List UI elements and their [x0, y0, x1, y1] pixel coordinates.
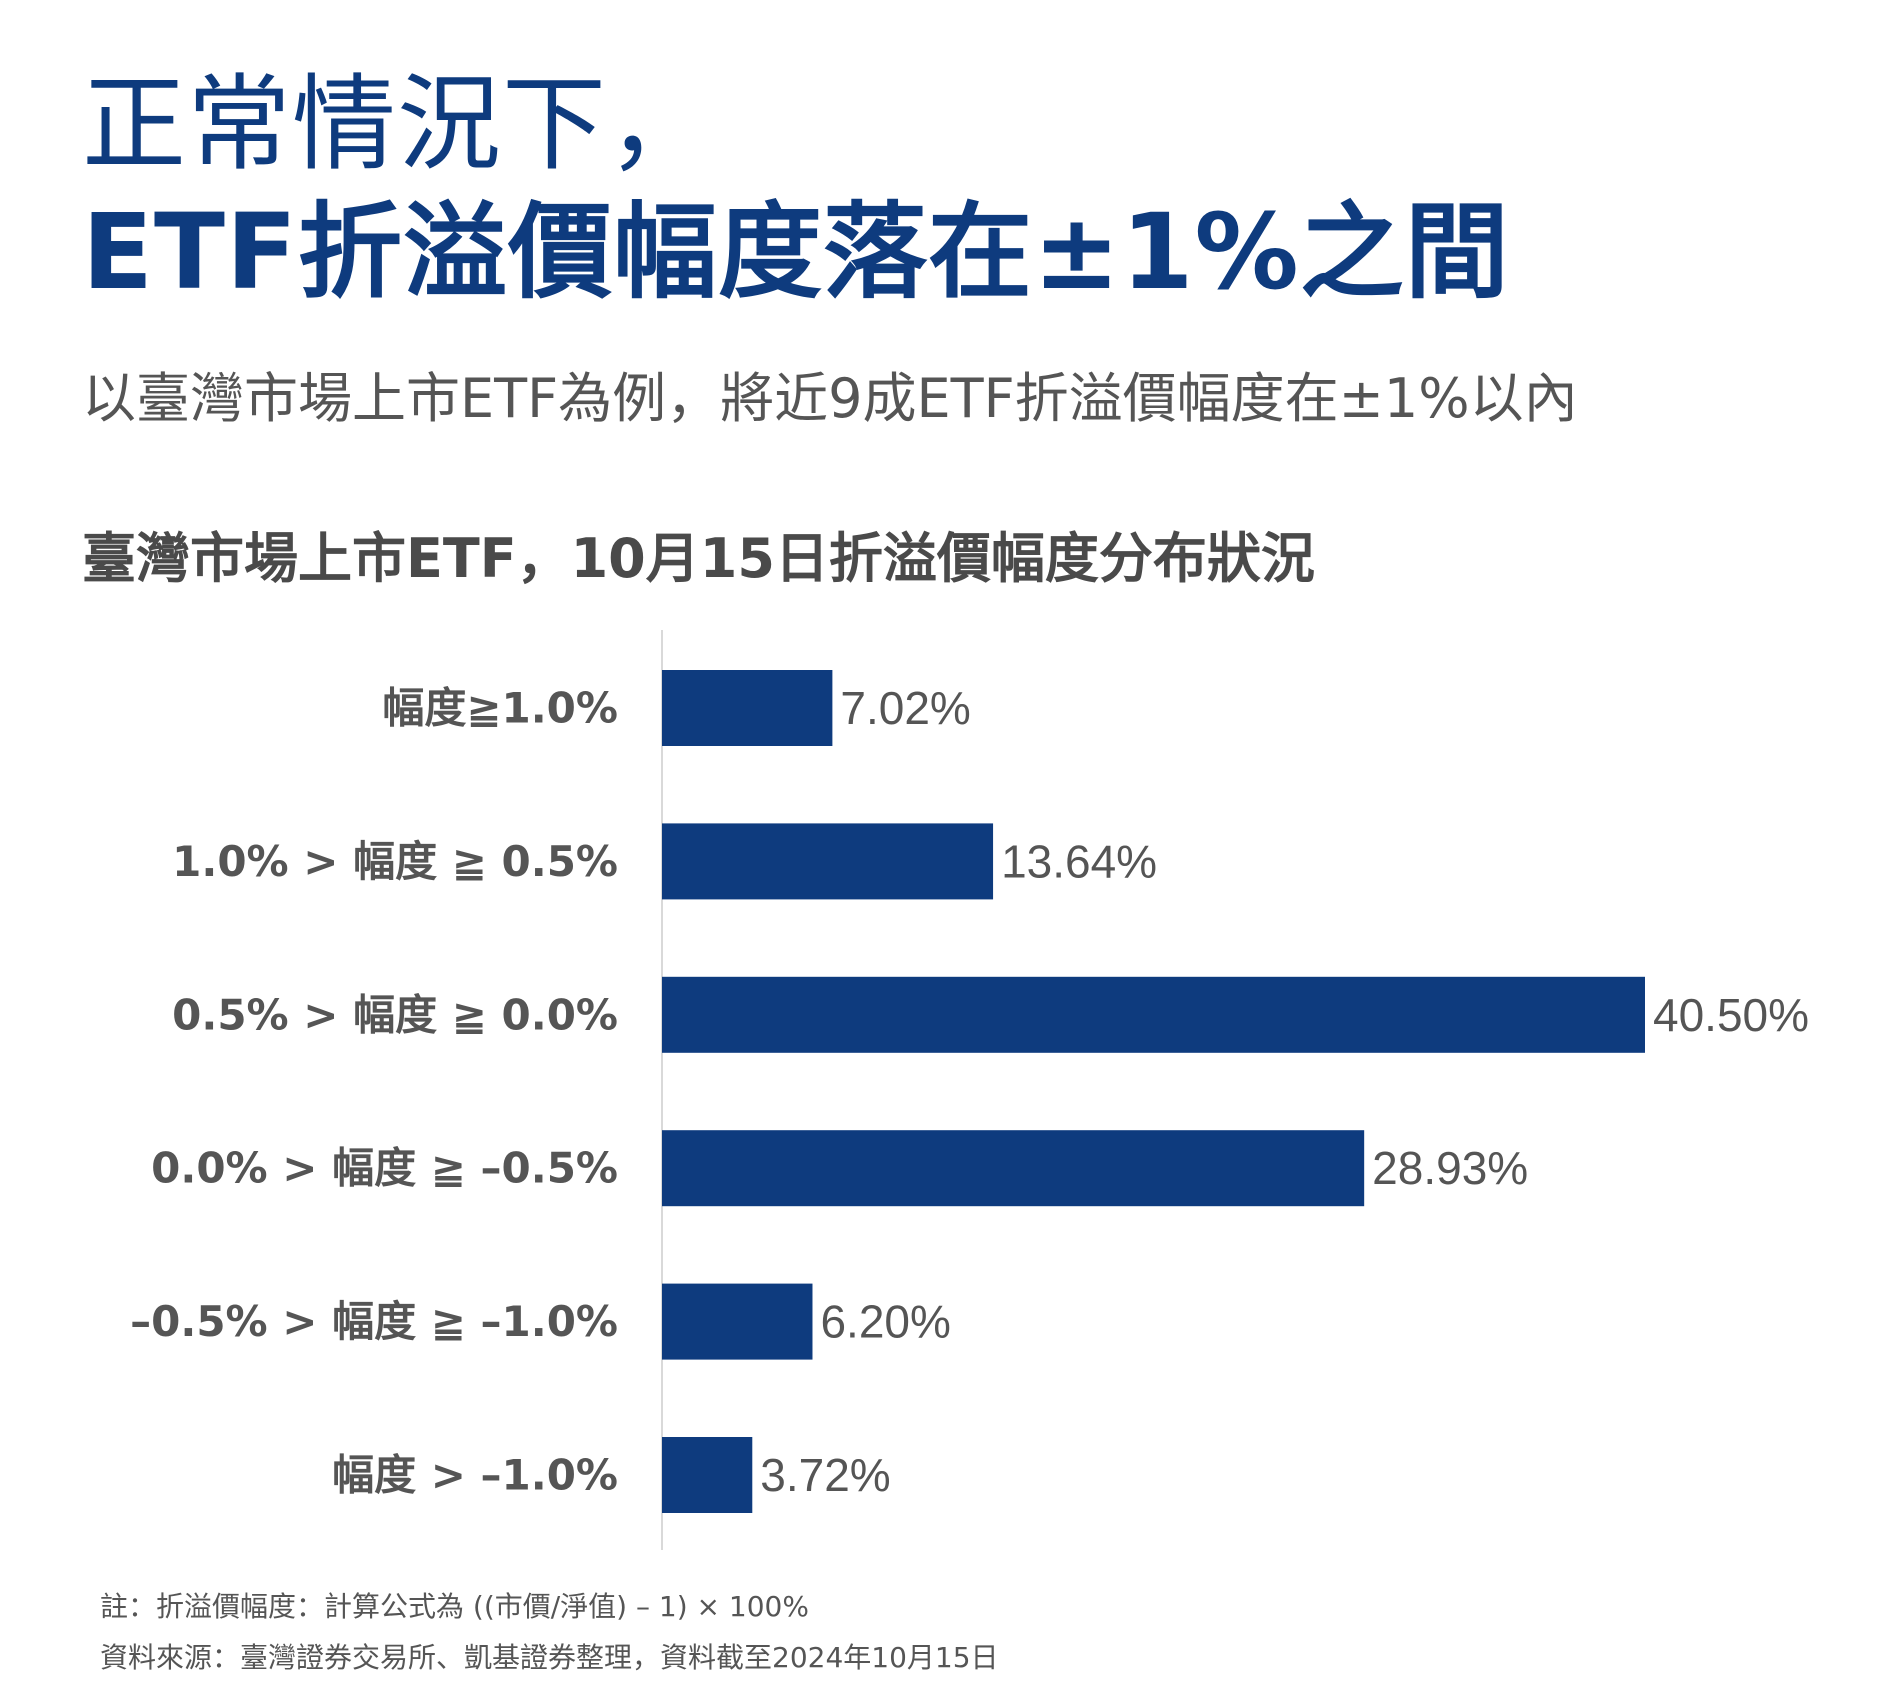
category-label: 幅度≧1.0% — [382, 684, 618, 733]
category-label: 0.0% > 幅度 ≧ –0.5% — [151, 1144, 618, 1193]
bar — [662, 1130, 1365, 1207]
page-title-line1: 正常情況下， — [82, 63, 713, 185]
value-label: 7.02% — [840, 682, 970, 734]
bar — [662, 823, 994, 900]
chart-title: 臺灣市場上市ETF，10月15日折溢價幅度分布狀況 — [82, 527, 1315, 590]
bar — [662, 670, 833, 746]
page-title-line2: ETF折溢價幅度落在±1%之間 — [82, 191, 1510, 313]
category-label: 幅度 > –1.0% — [332, 1451, 618, 1500]
value-label: 3.72% — [760, 1449, 890, 1501]
bar — [662, 1283, 813, 1360]
formula-note: 註：折溢價幅度：計算公式為 ((市價/淨值) – 1) × 100% — [100, 1590, 809, 1623]
bar-chart: 幅度≧1.0% 7.02% 1.0% > 幅度 ≧ 0.5% 13.64% 0.5% >… — [130, 630, 1809, 1550]
value-label: 13.64% — [1001, 835, 1157, 887]
page-subtitle: 以臺灣市場上市ETF為例，將近9成ETF折溢價幅度在±1%以內 — [82, 367, 1578, 430]
category-label: 1.0% > 幅度 ≧ 0.5% — [172, 837, 618, 886]
value-label: 6.20% — [820, 1296, 950, 1348]
value-label: 28.93% — [1372, 1142, 1528, 1194]
bar — [662, 976, 1645, 1053]
bar — [662, 1437, 753, 1513]
category-label: –0.5% > 幅度 ≧ –1.0% — [130, 1297, 618, 1346]
category-label: 0.5% > 幅度 ≧ 0.0% — [172, 990, 618, 1039]
value-label: 40.50% — [1653, 989, 1809, 1041]
source-note: 資料來源：臺灣證券交易所、凱基證券整理，資料截至2024年10月15日 — [100, 1641, 999, 1674]
